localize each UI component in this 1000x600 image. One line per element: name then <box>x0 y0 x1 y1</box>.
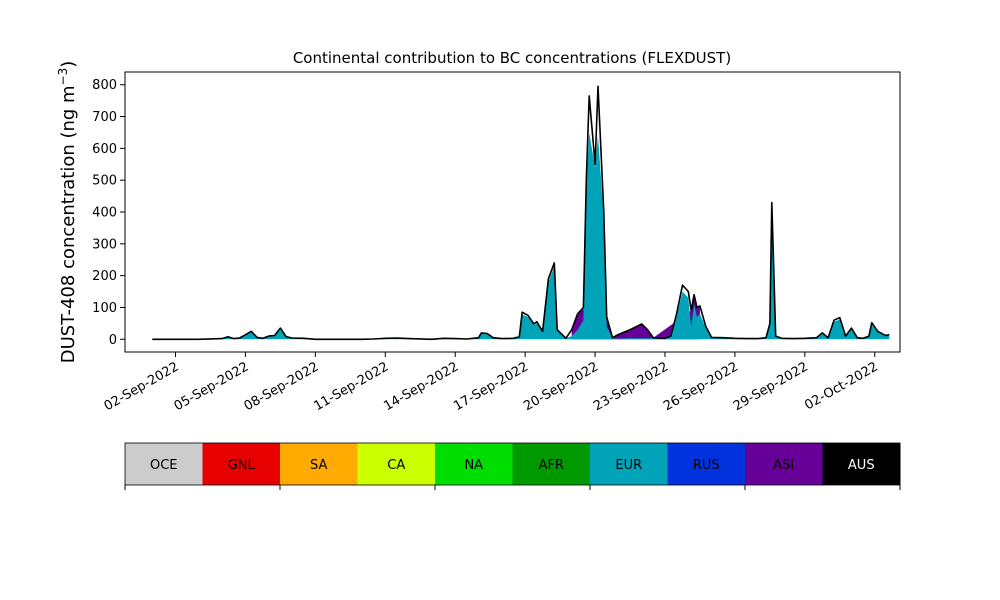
series-line-total <box>152 85 890 341</box>
legend-colorbar: OCE GNL SA CA NA AFR EUR RUS ASI AUS <box>124 442 901 490</box>
legend-label-asi: ASI <box>773 458 794 473</box>
legend-label-eur: EUR <box>615 458 642 473</box>
x-tick-label: 02-Sep-2022 <box>102 359 182 414</box>
legend-frame <box>124 442 901 486</box>
legend-swatch-eur <box>590 443 668 485</box>
y-axis: 0 100 200 300 400 500 600 700 800 <box>92 78 125 348</box>
y-tick-label: 700 <box>92 110 117 125</box>
y-tick-label: 500 <box>92 174 117 189</box>
x-tick-label: 08-Sep-2022 <box>242 359 322 414</box>
y-axis-label-close: ) <box>58 61 79 68</box>
legend-label-rus: RUS <box>693 458 720 473</box>
legend-swatch-afr <box>512 443 591 485</box>
chart-title: Continental contribution to BC concentra… <box>293 49 731 67</box>
x-tick-label: 26-Sep-2022 <box>661 359 741 414</box>
legend-swatch-sa <box>280 443 358 485</box>
legend-label-oce: OCE <box>150 458 178 473</box>
y-axis-label: DUST-408 concentration (ng m−3) <box>56 61 79 364</box>
y-tick-label: 400 <box>92 206 117 221</box>
x-tick-label: 29-Sep-2022 <box>731 359 811 414</box>
y-tick-label: 0 <box>109 333 117 348</box>
y-tick-label: 200 <box>92 269 117 284</box>
y-tick-label: 800 <box>92 78 117 93</box>
y-axis-label-unit-sup: −3 <box>56 68 70 86</box>
y-tick-label: 100 <box>92 301 117 316</box>
y-tick-label: 600 <box>92 142 117 157</box>
legend-label-afr: AFR <box>539 458 564 473</box>
x-tick-label: 14-Sep-2022 <box>381 359 461 414</box>
y-axis-label-main: DUST-408 concentration (ng m <box>58 85 79 363</box>
x-axis: 02-Sep-202205-Sep-202208-Sep-202211-Sep-… <box>102 352 881 414</box>
plot-frame <box>124 71 901 353</box>
legend-swatch-gnl <box>202 443 281 485</box>
legend-label-gnl: GNL <box>228 458 256 473</box>
legend-swatch-rus <box>667 443 746 485</box>
legend-label-sa: SA <box>310 458 327 473</box>
x-tick-label: 11-Sep-2022 <box>311 359 391 414</box>
legend-label-na: NA <box>464 458 483 473</box>
legend-swatch-aus <box>822 443 901 485</box>
x-tick-label: 17-Sep-2022 <box>451 359 531 414</box>
x-tick-label: 05-Sep-2022 <box>172 359 252 414</box>
legend-swatch-na <box>435 443 513 485</box>
legend-label-ca: CA <box>387 458 405 473</box>
legend-label-aus: AUS <box>848 458 875 473</box>
series-area-eur <box>152 132 890 340</box>
x-tick-label: 02-Oct-2022 <box>802 359 880 413</box>
stacked-areas <box>152 85 890 341</box>
x-tick-label: 20-Sep-2022 <box>521 359 601 414</box>
legend-swatch-asi <box>745 443 823 485</box>
legend-swatch-ca <box>357 443 436 485</box>
legend-swatch-oce <box>125 443 203 485</box>
x-tick-label: 23-Sep-2022 <box>591 359 671 414</box>
y-tick-label: 300 <box>92 237 117 252</box>
